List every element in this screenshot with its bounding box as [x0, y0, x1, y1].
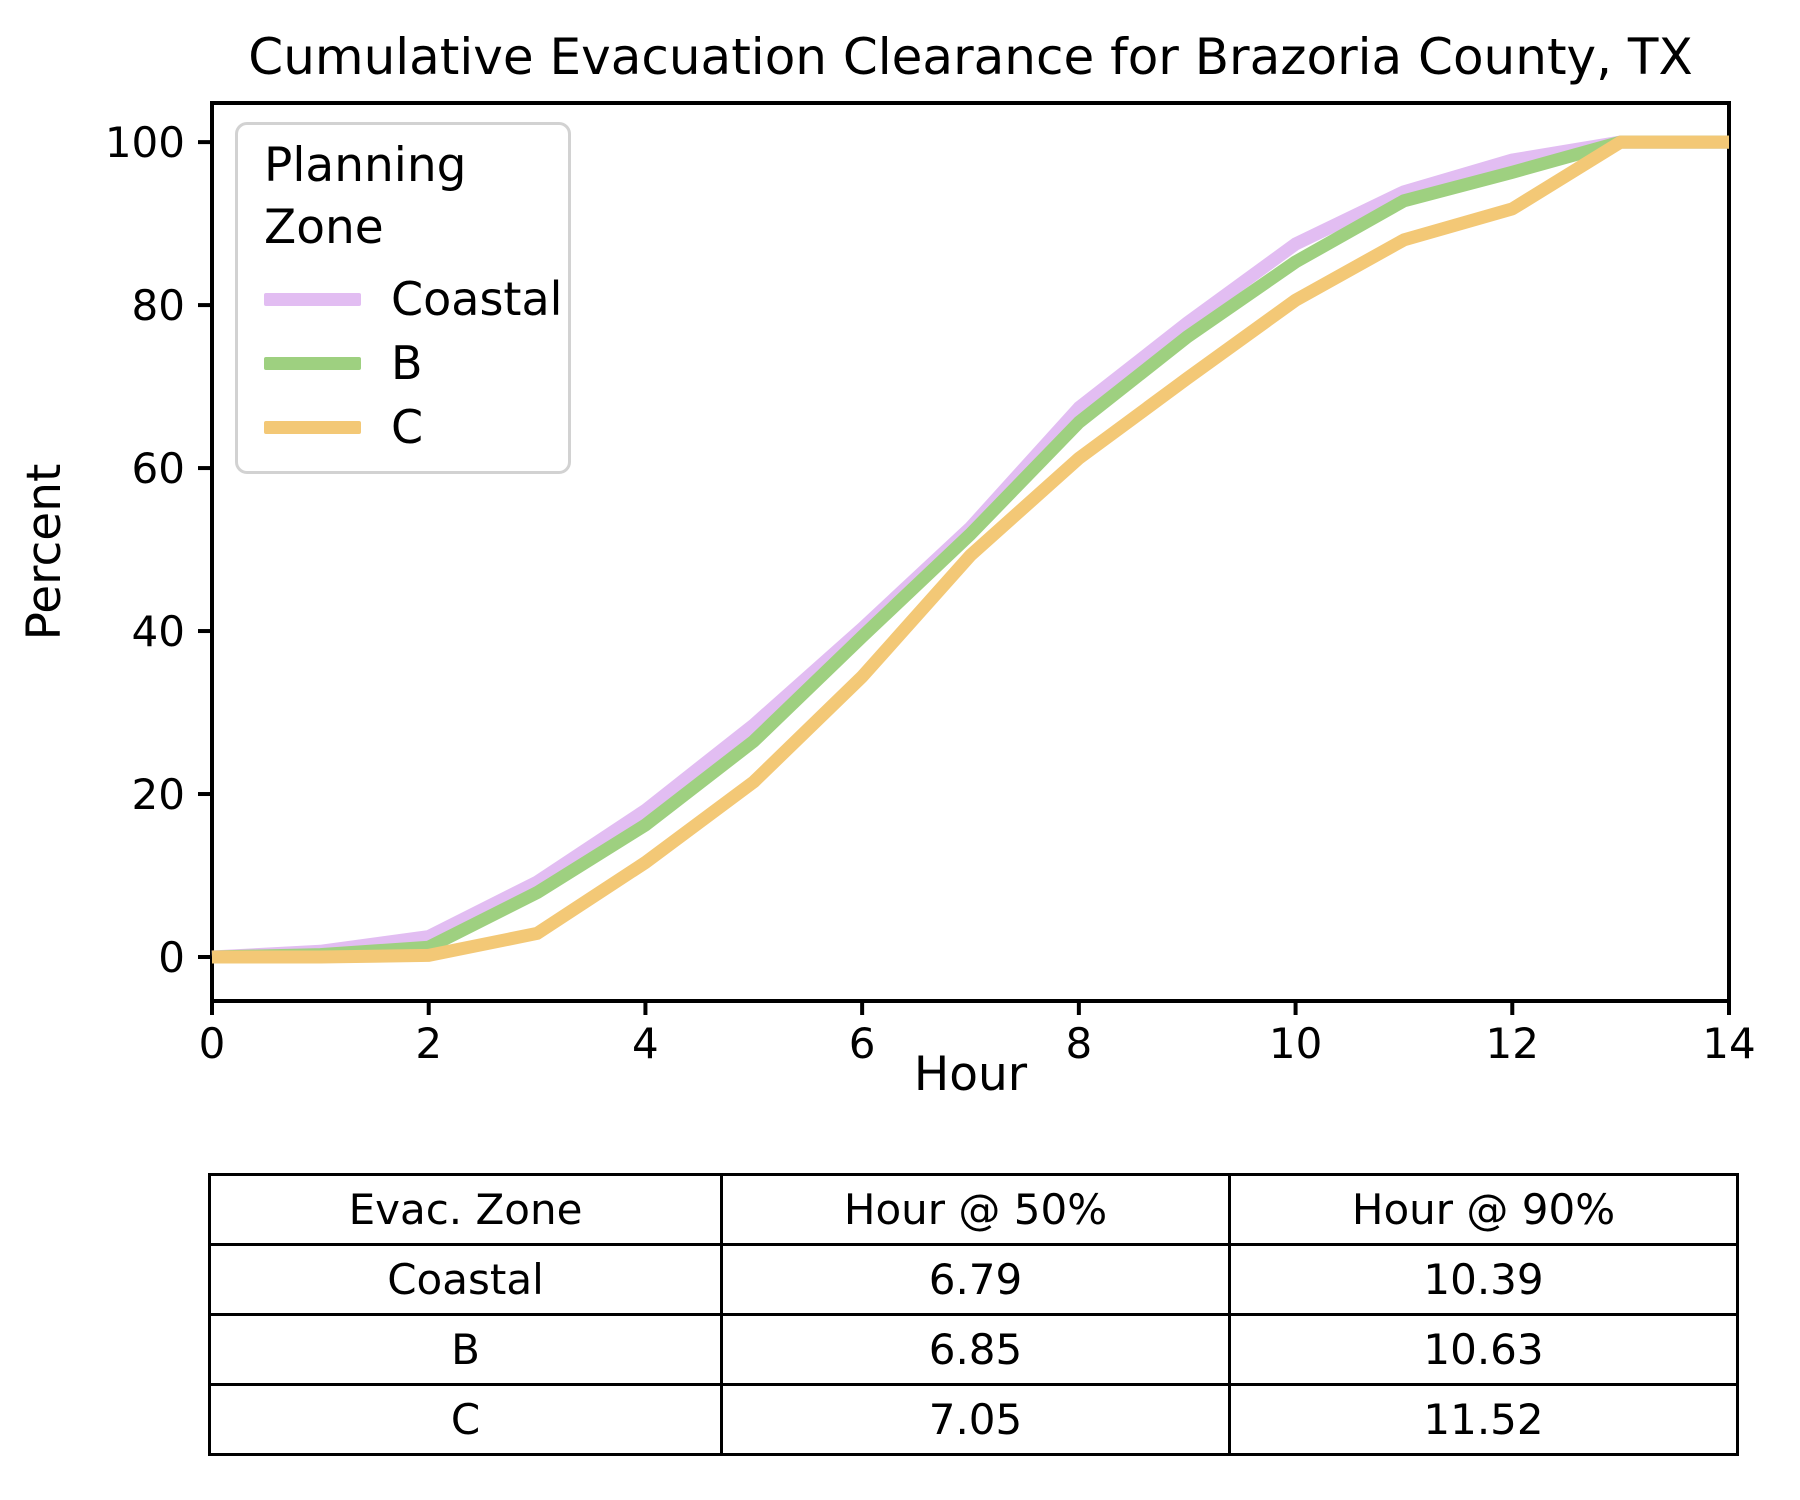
legend-label: C — [391, 400, 424, 454]
y-tick-label-60: 60 — [132, 444, 185, 493]
summary-table: Evac. Zone Hour @ 50% Hour @ 90% Coastal 6.7… — [208, 1173, 1739, 1456]
x-tick-label-6: 6 — [849, 1019, 876, 1068]
table-cell: Coastal — [208, 1243, 723, 1316]
table-cell: 7.05 — [720, 1383, 1231, 1456]
table-cell: 6.79 — [720, 1243, 1231, 1316]
x-tick-label-2: 2 — [415, 1019, 442, 1068]
legend-swatch-c — [264, 420, 361, 434]
x-tick-label-14: 14 — [1702, 1019, 1755, 1068]
legend-title: Planning Zone — [264, 138, 467, 255]
table-row: B 6.85 10.63 — [208, 1313, 1739, 1386]
x-tick-label-8: 8 — [1065, 1019, 1092, 1068]
y-tick-label-80: 80 — [132, 281, 185, 330]
legend-item-c: C — [264, 403, 558, 451]
legend: Planning Zone Coastal B C — [235, 122, 571, 474]
legend-swatch-coastal — [264, 292, 361, 306]
x-axis-label: Hour — [914, 1047, 1028, 1102]
table-cell: 10.39 — [1228, 1243, 1739, 1316]
y-tick-label-20: 20 — [132, 770, 185, 819]
table-cell: C — [208, 1383, 723, 1456]
legend-label: B — [391, 336, 423, 390]
legend-label: Coastal — [391, 272, 563, 326]
series-line-b — [211, 135, 1729, 964]
legend-items: Coastal B C — [264, 275, 562, 451]
table-cell: Hour @ 90% — [1228, 1173, 1739, 1246]
table-header-row: Evac. Zone Hour @ 50% Hour @ 90% — [208, 1173, 1739, 1246]
plot-frame — [210, 101, 1731, 1003]
x-tick-label-4: 4 — [632, 1019, 659, 1068]
legend-item-b: B — [264, 339, 558, 387]
table-row: C 7.05 11.52 — [208, 1383, 1739, 1456]
table-cell: Hour @ 50% — [720, 1173, 1231, 1246]
legend-item-coastal: Coastal — [264, 275, 562, 323]
table-cell: Evac. Zone — [208, 1173, 723, 1246]
x-tick-label-10: 10 — [1269, 1019, 1322, 1068]
chart-title: Cumulative Evacuation Clearance for Braz… — [248, 28, 1693, 86]
y-axis-label: Percent — [17, 464, 72, 641]
table-row: Coastal 6.79 10.39 — [208, 1243, 1739, 1316]
table-cell: B — [208, 1313, 723, 1386]
series-line-c — [212, 135, 1729, 964]
x-tick-label-0: 0 — [199, 1019, 226, 1068]
table-cell: 6.85 — [720, 1313, 1231, 1386]
line-chart: 0 2 4 6 8 10 12 14 0 20 40 60 80 100 Hour Percent — [17, 101, 1756, 1102]
legend-swatch-b — [264, 356, 361, 370]
y-tick-label-0: 0 — [158, 933, 185, 982]
y-tick-label-40: 40 — [132, 607, 185, 656]
table-cell: 11.52 — [1228, 1383, 1739, 1456]
y-tick-label-100: 100 — [105, 118, 185, 167]
table-cell: 10.63 — [1228, 1313, 1739, 1386]
x-tick-label-12: 12 — [1486, 1019, 1539, 1068]
